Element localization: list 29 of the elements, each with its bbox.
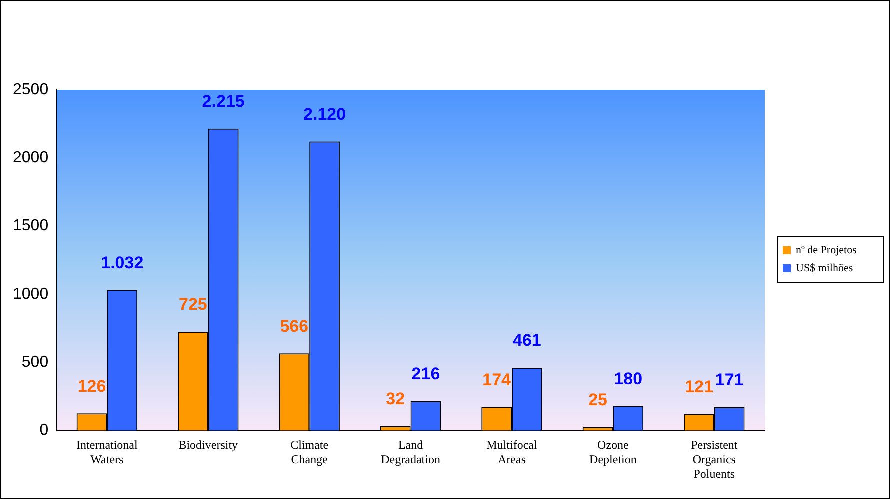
data-label: 174 [482, 370, 512, 390]
y-tick-label: 1500 [13, 218, 49, 235]
x-tick-label: Land Degradation [381, 438, 440, 467]
data-label: 461 [512, 331, 542, 350]
y-tick-label: 500 [22, 354, 49, 372]
y-tick-label: 1000 [13, 286, 49, 303]
y-tick-label: 2000 [13, 150, 49, 167]
data-label: 180 [614, 369, 643, 388]
data-label: 171 [715, 370, 744, 390]
data-label: 216 [412, 364, 440, 384]
data-label: 1.032 [101, 253, 144, 272]
data-label: 725 [179, 295, 208, 314]
x-tick-label: Climate Change [290, 438, 329, 467]
y-tick-label: 2500 [13, 81, 49, 98]
data-label: 32 [386, 390, 406, 409]
data-label: 121 [685, 377, 714, 396]
data-label: 126 [78, 376, 106, 396]
data-label: 2.215 [202, 92, 245, 112]
x-tick-label: Multifocal Areas [486, 438, 538, 467]
data-label: 2.120 [304, 104, 346, 124]
legend-label: US$ milhões [796, 262, 854, 274]
x-tick-label: International Waters [76, 438, 139, 467]
data-label: 25 [588, 390, 608, 410]
legend-label: nº de Projetos [796, 244, 857, 256]
x-tick-label: Persistent Organics Poluents [691, 438, 738, 481]
y-tick-label: 0 [40, 422, 49, 440]
data-label: 566 [280, 316, 309, 336]
x-tick-label: Ozone Depletion [590, 438, 637, 467]
x-tick-label: Biodiversity [178, 438, 238, 452]
